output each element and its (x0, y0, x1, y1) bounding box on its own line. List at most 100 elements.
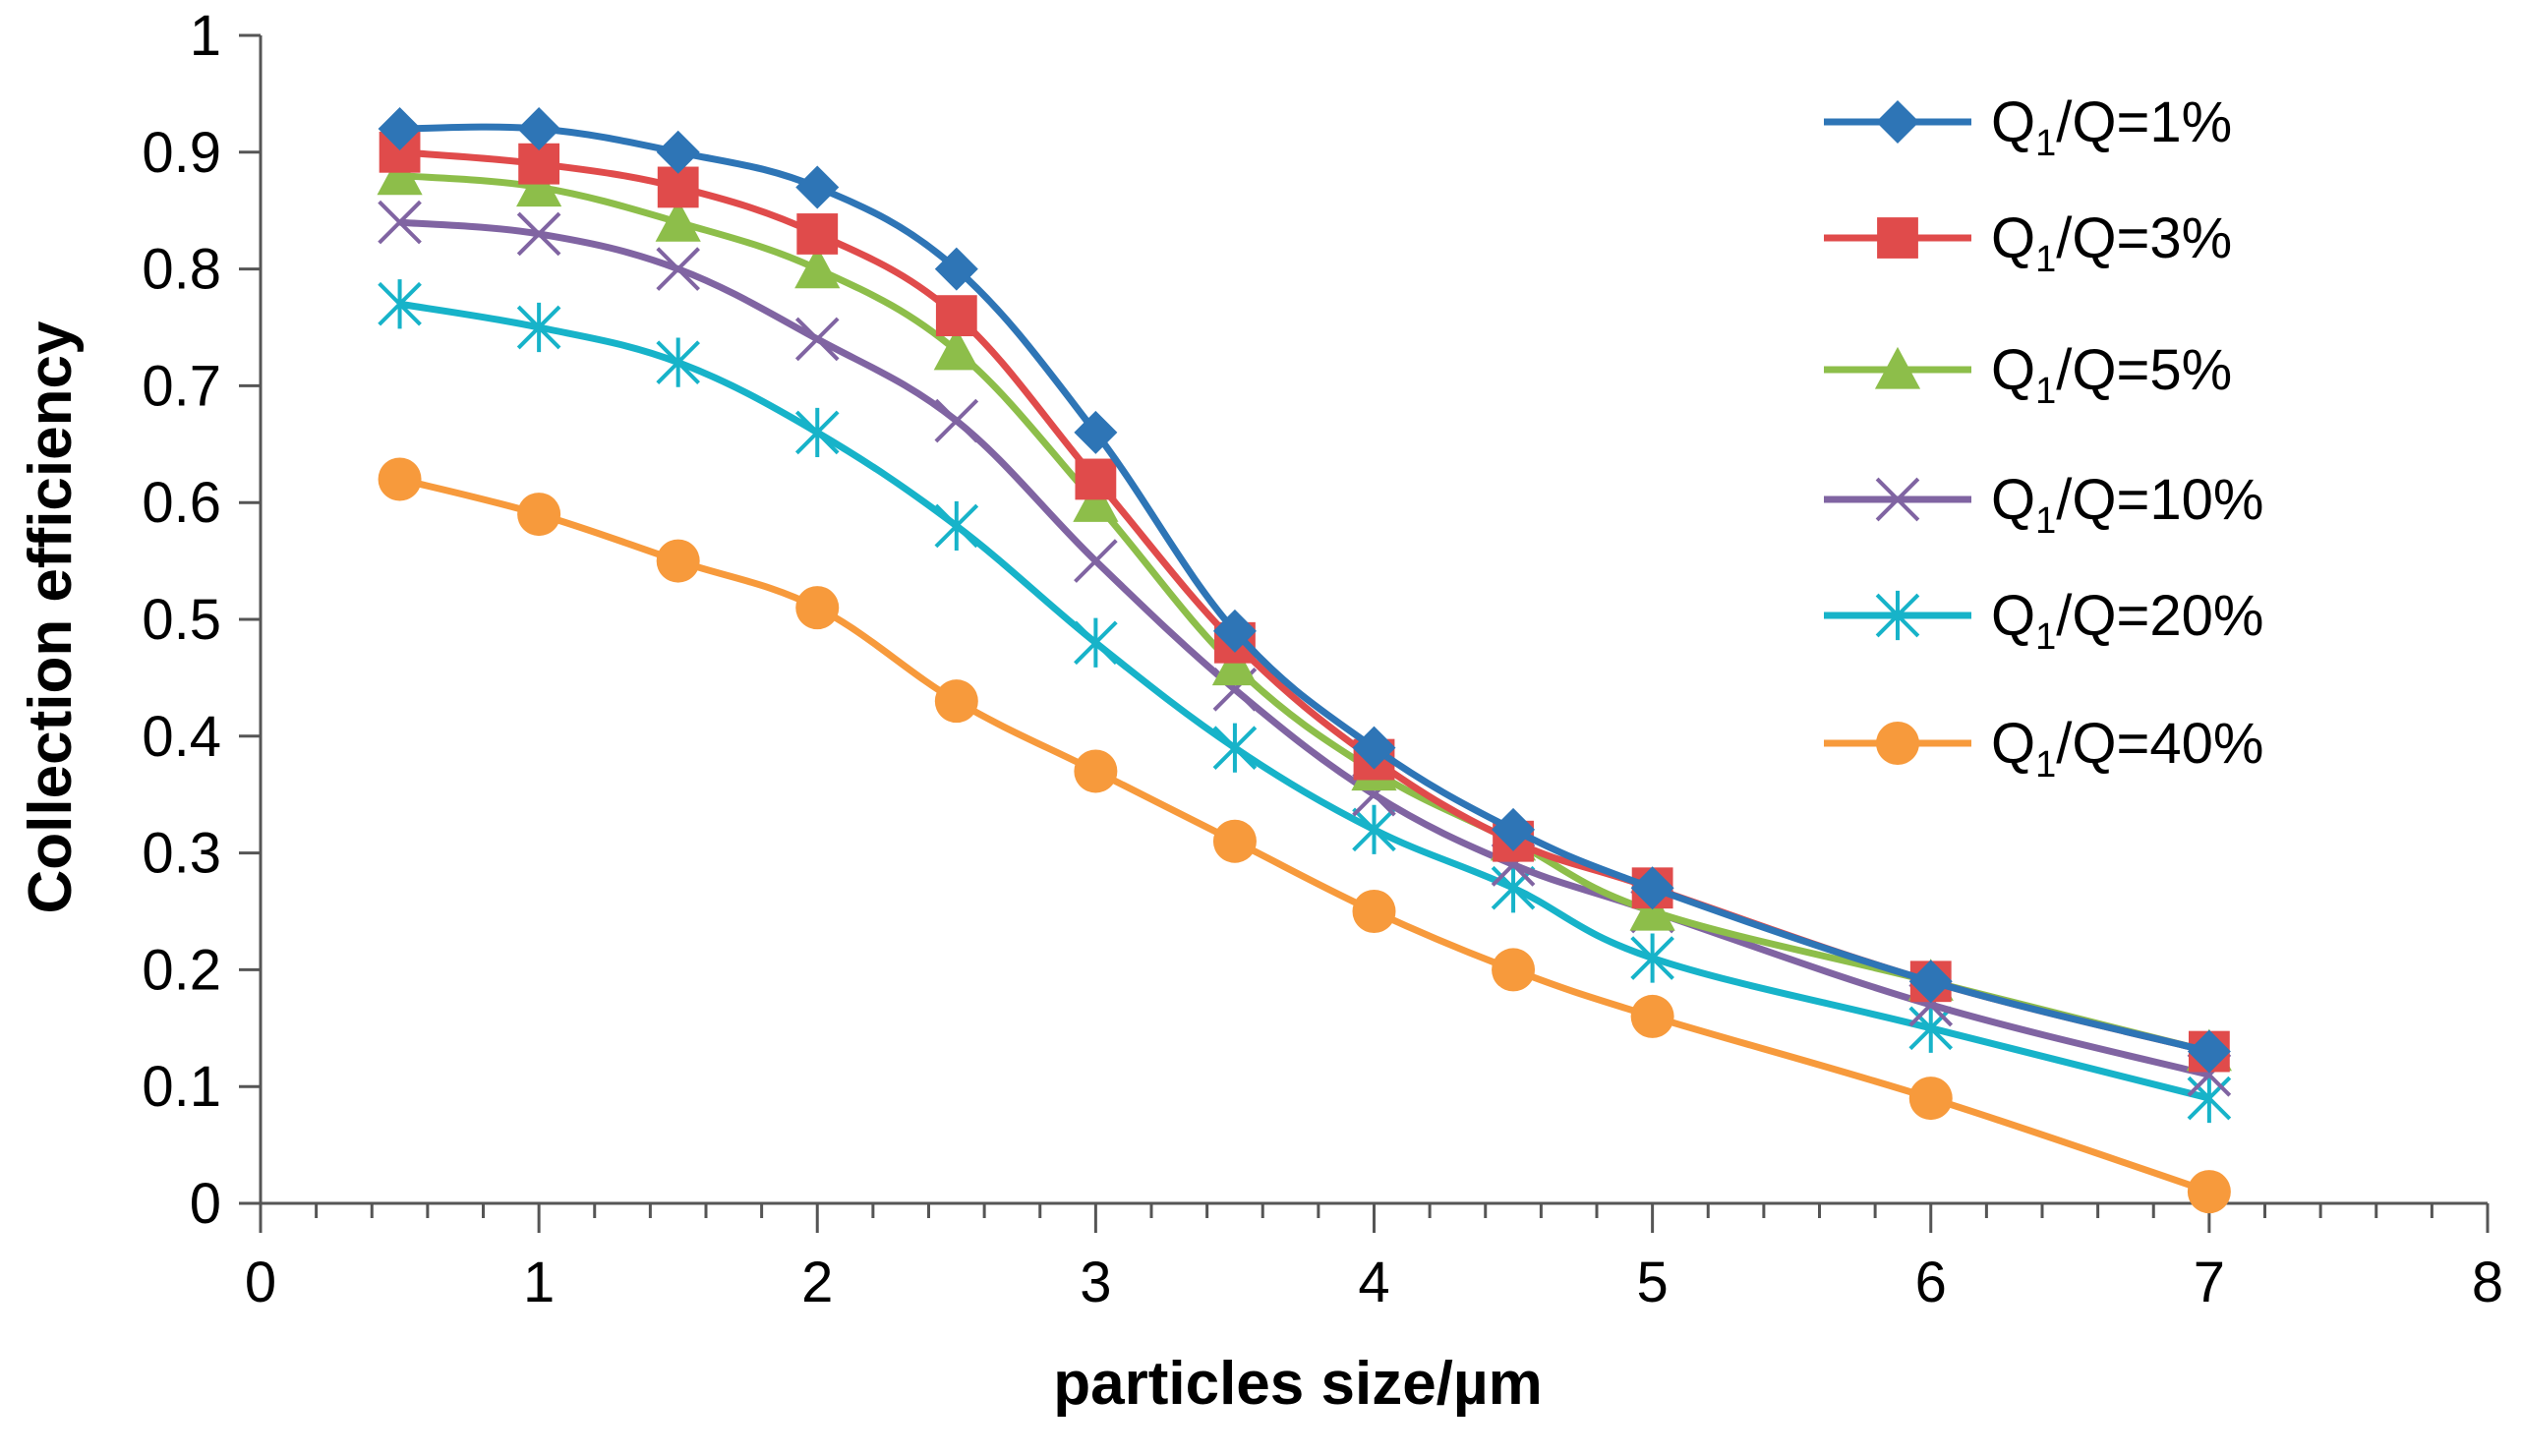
data-point-triangle (377, 152, 423, 196)
legend-item-3: Q1/Q=5% (1824, 338, 2232, 412)
series-layer (377, 107, 2232, 1214)
x-tick-label: 8 (2472, 1251, 2503, 1314)
data-point-triangle (1874, 346, 1921, 389)
data-point-circle (795, 586, 840, 630)
data-point-diamond (1630, 866, 1674, 910)
y-tick-label: 0.8 (142, 238, 221, 302)
data-point-asterisk (934, 500, 979, 552)
legend-item-1: Q1/Q=1% (1824, 90, 2232, 164)
data-point-asterisk (2187, 1074, 2232, 1124)
x-tick-label: 3 (1080, 1251, 1111, 1314)
data-point-x (794, 317, 840, 362)
data-point-diamond (2187, 1029, 2231, 1074)
data-point-diamond (1876, 100, 1919, 144)
data-point-triangle (516, 164, 562, 207)
data-point-triangle (933, 327, 979, 371)
y-tick-label: 1 (190, 4, 221, 68)
data-point-asterisk (1908, 1003, 1954, 1053)
data-point-asterisk (1630, 933, 1674, 983)
legend: Q1/Q=1% Q1/Q=3% Q1/Q=5% Q1/Q=10% Q1/Q=20% Q1/… (1824, 90, 2263, 786)
data-point-asterisk (1875, 590, 1920, 641)
data-point-circle (1876, 722, 1919, 765)
x-axis-title: particles size/µm (1053, 1350, 1543, 1418)
data-point-asterisk (794, 407, 840, 457)
y-tick-label: 0.4 (142, 705, 221, 769)
data-point-square (1075, 458, 1117, 500)
data-point-x (1074, 539, 1118, 583)
legend-label: Q1/Q=10% (1991, 468, 2263, 542)
legend-label: Q1/Q=40% (1991, 712, 2263, 786)
data-point-x (516, 211, 561, 257)
series-5 (378, 279, 2232, 1124)
data-point-x (934, 398, 979, 443)
y-tick-label: 0.3 (142, 822, 221, 886)
data-point-triangle (1211, 643, 1259, 686)
data-point-asterisk (516, 302, 561, 353)
data-point-circle (2187, 1170, 2231, 1214)
data-point-triangle (655, 199, 701, 242)
data-point-x (1875, 477, 1920, 522)
data-point-diamond (378, 107, 422, 151)
y-tick-label: 0.5 (142, 588, 221, 652)
x-tick-label: 1 (523, 1251, 555, 1314)
data-point-asterisk (1352, 804, 1396, 854)
legend-item-6: Q1/Q=40% (1824, 712, 2263, 786)
data-point-triangle (794, 246, 841, 289)
x-tick-label: 5 (1636, 1251, 1668, 1314)
data-point-circle (1630, 994, 1674, 1038)
data-point-asterisk (1212, 723, 1258, 773)
x-ticks: 0 1 2 3 4 5 6 7 8 (245, 1203, 2503, 1314)
data-point-diamond (934, 247, 978, 291)
data-point-circle (1212, 819, 1257, 863)
y-tick-label: 0.1 (142, 1055, 221, 1119)
legend-item-5: Q1/Q=20% (1824, 584, 2263, 658)
series-line (399, 148, 2210, 1055)
data-point-diamond (1212, 609, 1257, 653)
axes: 0 1 2 3 4 5 6 7 8 0 0.1 0.2 0.3 0.4 0.5 0.6 0.7 0.8 0.9 1 (142, 4, 2503, 1314)
series-2 (379, 131, 2230, 1073)
series-1 (378, 107, 2231, 1074)
data-point-diamond (795, 165, 840, 209)
legend-label: Q1/Q=5% (1991, 338, 2232, 412)
data-point-diamond (1492, 807, 1536, 851)
data-point-square (935, 295, 977, 337)
data-point-x (656, 247, 701, 291)
series-3 (377, 152, 2232, 1072)
data-point-x (378, 200, 422, 245)
x-tick-label: 2 (801, 1251, 833, 1314)
data-point-triangle (1073, 480, 1119, 522)
data-point-diamond (1352, 726, 1396, 770)
legend-label: Q1/Q=3% (1991, 206, 2232, 280)
series-line (399, 218, 2210, 1078)
series-4 (378, 200, 2232, 1097)
x-tick-label: 4 (1358, 1251, 1389, 1314)
y-tick-label: 0.6 (142, 471, 221, 535)
data-point-circle (934, 679, 978, 724)
y-tick-label: 0.7 (142, 354, 221, 418)
legend-label: Q1/Q=1% (1991, 90, 2232, 164)
data-point-asterisk (1074, 617, 1118, 668)
data-point-diamond (517, 107, 561, 151)
data-point-circle (1074, 749, 1118, 793)
data-point-diamond (656, 130, 700, 174)
data-point-circle (1492, 948, 1536, 992)
data-point-diamond (1908, 960, 1953, 1004)
y-tick-label: 0.2 (142, 938, 221, 1002)
x-tick-label: 0 (245, 1251, 276, 1314)
legend-label: Q1/Q=20% (1991, 584, 2263, 658)
data-point-diamond (1074, 410, 1118, 454)
y-tick-label: 0.9 (142, 121, 221, 185)
data-point-square (796, 213, 839, 255)
y-ticks: 0 0.1 0.2 0.3 0.4 0.5 0.6 0.7 0.8 0.9 1 (142, 4, 261, 1236)
x-tick-label: 6 (1915, 1251, 1947, 1314)
y-tick-label: 0 (190, 1172, 221, 1236)
series-6 (378, 457, 2231, 1214)
data-point-square (1877, 217, 1918, 259)
x-tick-label: 7 (2194, 1251, 2225, 1314)
data-point-triangle (1629, 888, 1675, 931)
data-point-circle (656, 539, 700, 583)
data-point-circle (1908, 1077, 1953, 1121)
legend-item-4: Q1/Q=10% (1824, 468, 2263, 542)
legend-item-2: Q1/Q=3% (1824, 206, 2232, 280)
